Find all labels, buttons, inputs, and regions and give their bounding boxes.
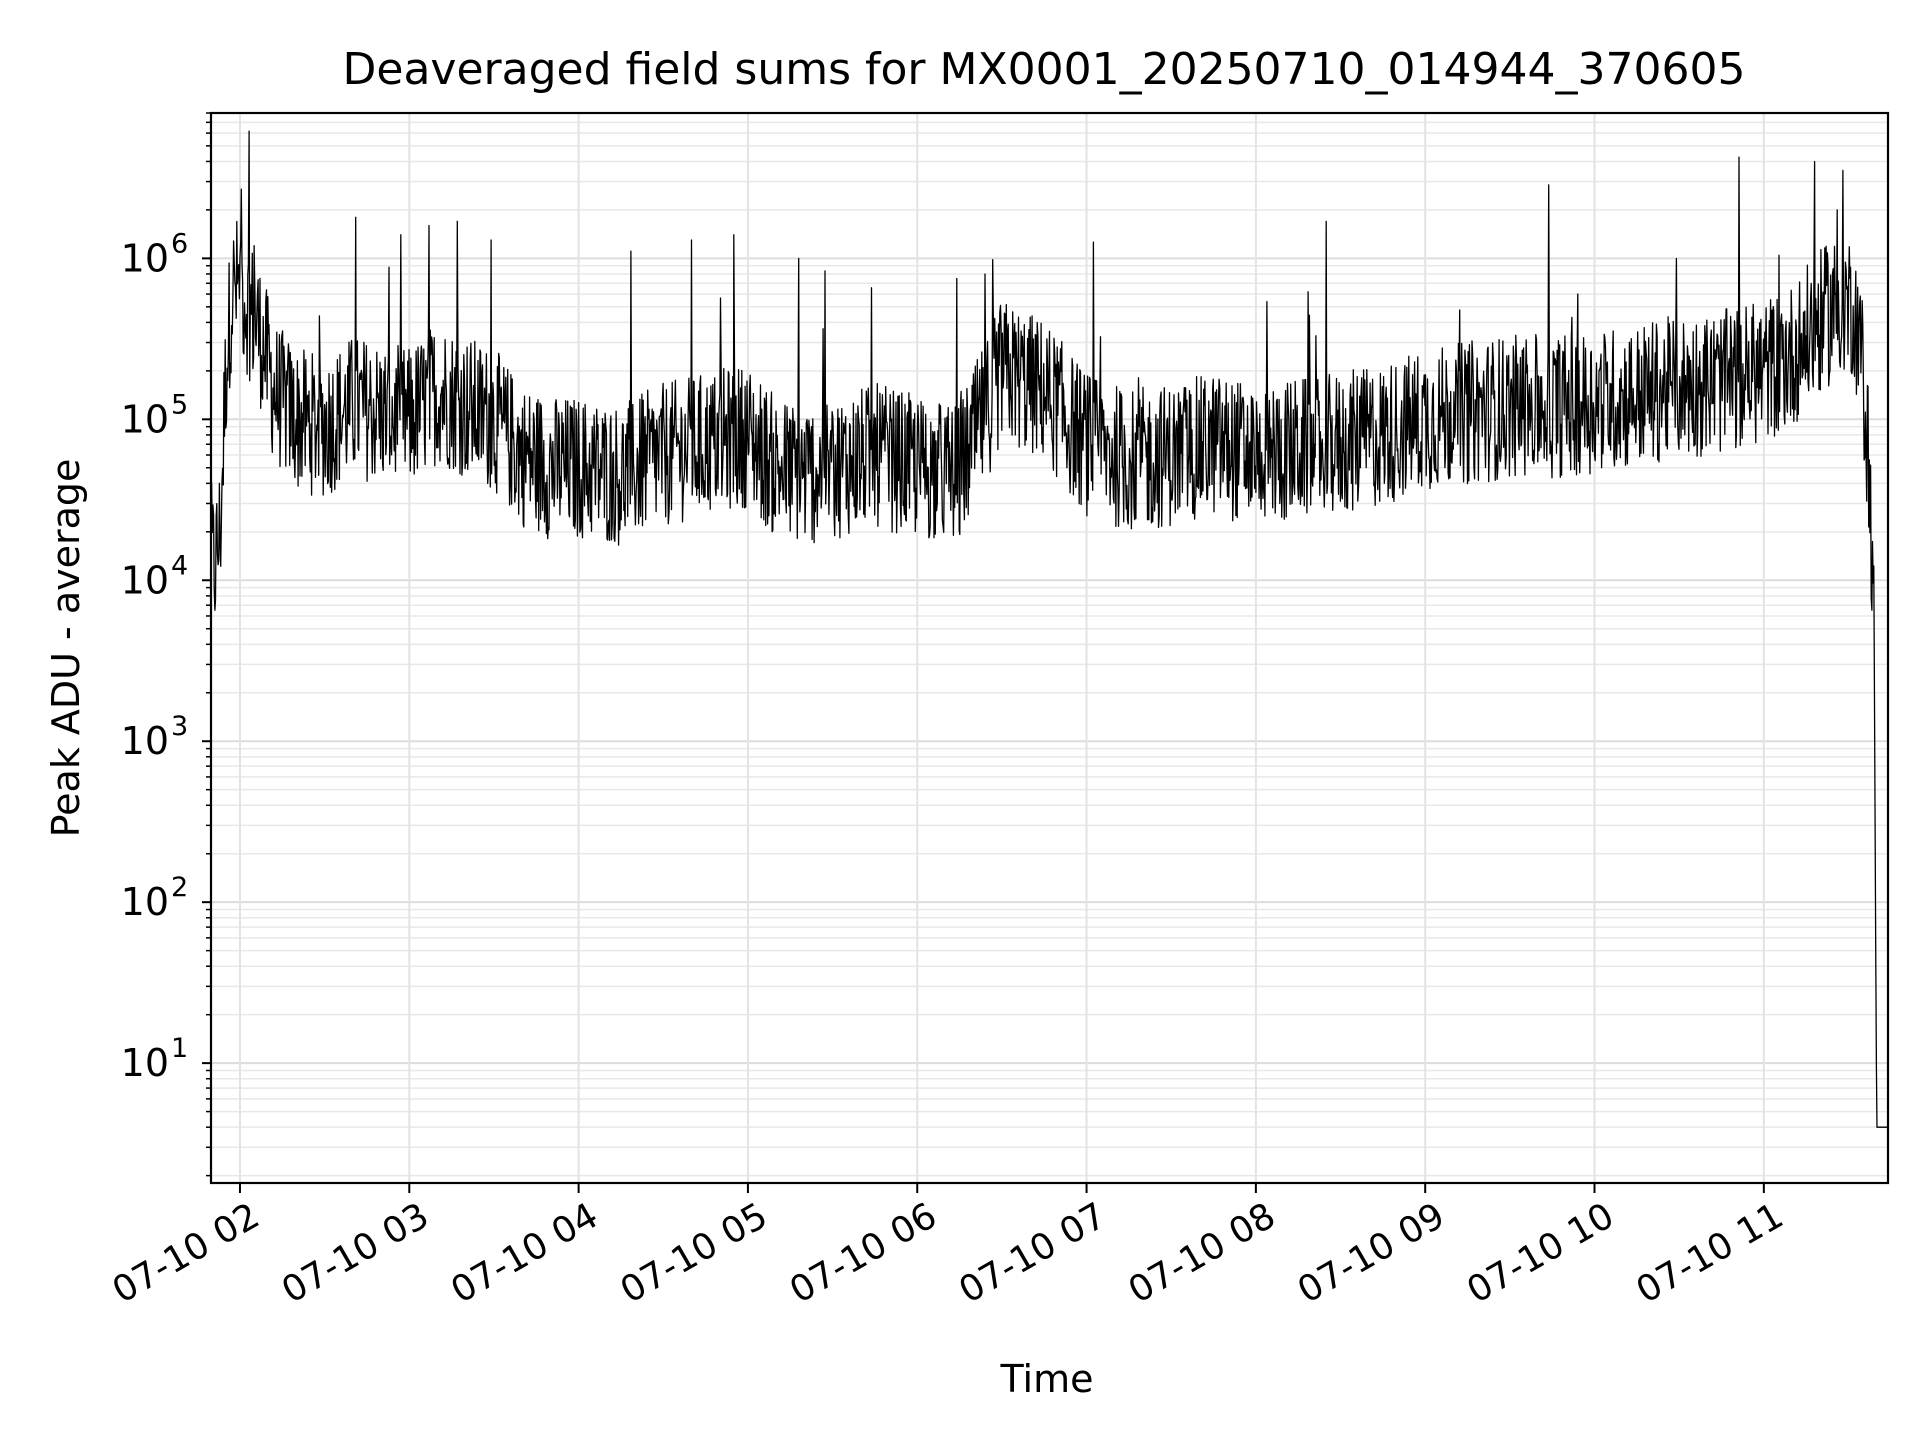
y-tick-exponent: 1: [171, 1033, 188, 1064]
y-tick-label: 10: [121, 397, 169, 441]
y-tick-label: 10: [121, 880, 169, 924]
y-tick-exponent: 5: [171, 389, 188, 420]
y-tick-exponent: 4: [171, 550, 188, 581]
y-tick-label: 10: [121, 558, 169, 602]
axes-frame: [209, 111, 1890, 1185]
y-tick-exponent: 6: [171, 228, 188, 259]
y-tick-exponent: 2: [171, 872, 188, 903]
chart-title: Deaveraged field sums for MX0001_2025071…: [343, 44, 1746, 95]
plot-area: [210, 130, 1889, 1128]
y-tick-label: 10: [121, 719, 169, 763]
y-tick-exponent: 3: [171, 711, 188, 742]
y-axis-label: Peak ADU - average: [44, 459, 88, 838]
y-tick-label: 10: [121, 1041, 169, 1085]
y-tick-label: 10: [121, 236, 169, 280]
x-axis-label: Time: [1000, 1357, 1094, 1401]
series-line: [210, 130, 1889, 1128]
